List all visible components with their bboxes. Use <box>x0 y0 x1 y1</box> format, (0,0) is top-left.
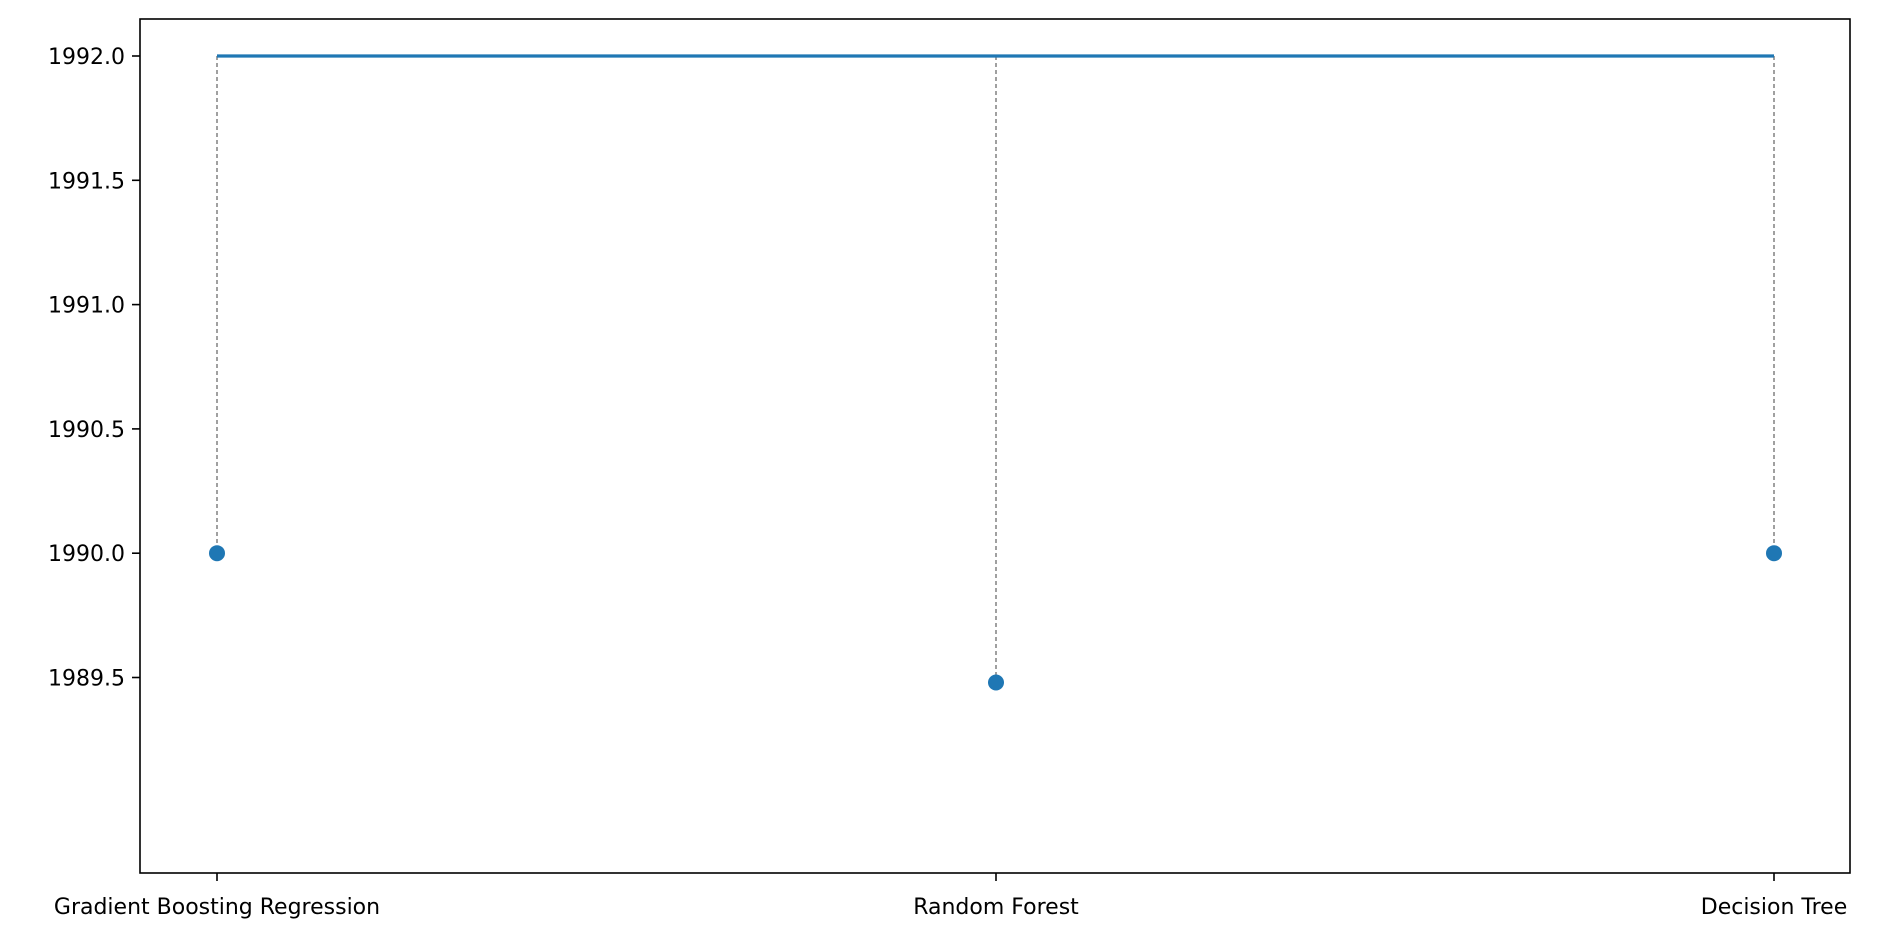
plot-frame <box>139 18 1851 874</box>
y-tick-label: 1989.5 <box>48 667 125 692</box>
data-points <box>209 545 1782 691</box>
data-point <box>988 674 1004 691</box>
y-tick-label: 1991.5 <box>48 169 125 194</box>
y-tick-label: 1990.0 <box>48 542 125 567</box>
y-tick-label: 1990.5 <box>48 418 125 443</box>
connector-lines <box>216 56 1775 683</box>
y-tick-label: 1991.0 <box>48 294 125 319</box>
y-tick-label: 1992.0 <box>48 45 125 70</box>
y-axis: 1989.5 1990.0 1990.5 1991.0 1991.5 1992.0 <box>48 45 140 692</box>
x-axis: Gradient Boosting Regression Random Fores… <box>54 873 1847 920</box>
data-point <box>209 545 225 562</box>
data-point <box>1766 545 1782 562</box>
x-tick-label: Decision Tree <box>1701 895 1848 920</box>
x-tick-label: Gradient Boosting Regression <box>54 895 380 920</box>
x-tick-label: Random Forest <box>913 895 1079 920</box>
